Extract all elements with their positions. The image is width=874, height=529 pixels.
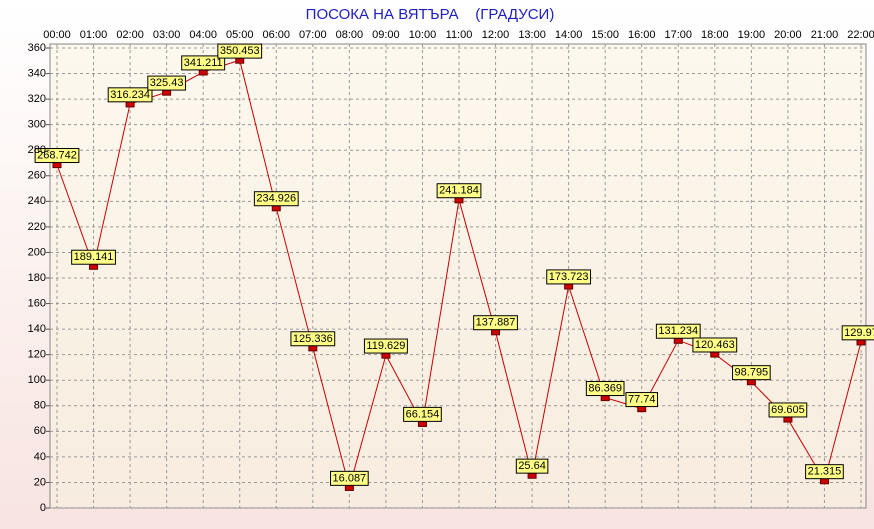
y-tick-label: 220 (28, 221, 46, 233)
data-label-box (217, 43, 263, 59)
y-tick-label: 240 (28, 195, 46, 207)
y-tick-label: 40 (34, 451, 46, 463)
y-tick-label: 80 (34, 400, 46, 412)
data-label: 316.234 (110, 89, 150, 101)
y-tick-label: 260 (28, 170, 46, 182)
data-label-box (841, 325, 874, 341)
x-tick-label: 04:00 (189, 29, 217, 41)
data-label-box (692, 337, 738, 353)
data-label: 325.43 (150, 77, 184, 89)
chart-title: ПОСОКА НА ВЯТЪРА (ГРАДУСИ) (306, 6, 555, 23)
y-tick-label: 0 (40, 502, 46, 514)
data-label: 66.154 (406, 408, 440, 420)
y-tick-label: 20 (34, 476, 46, 488)
x-tick-label: 19:00 (738, 29, 766, 41)
x-tick-label: 10:00 (409, 29, 437, 41)
data-label: 120.463 (695, 339, 735, 351)
y-tick-label: 160 (28, 297, 46, 309)
data-label-box (515, 458, 549, 474)
data-label: 241.184 (439, 185, 479, 197)
data-label-box (473, 315, 518, 331)
data-label-box (805, 464, 844, 480)
data-label-box (655, 323, 701, 339)
data-label-box (436, 183, 482, 199)
data-label: 69.605 (771, 404, 805, 416)
data-label: 173.723 (549, 271, 589, 283)
x-tick-label: 16:00 (628, 29, 656, 41)
data-label: 189.141 (74, 251, 114, 263)
data-label: 137.887 (476, 317, 516, 329)
x-tick-label: 07:00 (299, 29, 327, 41)
data-label: 21.315 (808, 466, 842, 478)
data-label-box (107, 87, 153, 103)
x-tick-label: 02:00 (116, 29, 144, 41)
x-tick-label: 22:00 (847, 29, 874, 41)
data-label-box (34, 148, 80, 164)
data-label: 86.369 (588, 383, 622, 395)
x-tick-label: 18:00 (701, 29, 729, 41)
data-label-box (363, 338, 408, 354)
x-tick-label: 12:00 (482, 29, 510, 41)
data-label: 25.64 (518, 460, 546, 472)
data-label-box (546, 269, 592, 285)
data-label-box (585, 381, 625, 397)
x-tick-label: 21:00 (811, 29, 839, 41)
x-tick-label: 00:00 (43, 29, 71, 41)
y-tick-label: 100 (28, 374, 46, 386)
y-tick-label: 360 (28, 42, 46, 54)
data-label: 268.742 (37, 150, 77, 162)
y-tick-label: 120 (28, 349, 46, 361)
data-label-box (403, 406, 442, 422)
data-label-box (71, 249, 116, 265)
x-tick-label: 09:00 (372, 29, 400, 41)
x-tick-label: 08:00 (336, 29, 364, 41)
data-label-box (768, 402, 808, 418)
y-tick-label: 280 (28, 144, 46, 156)
y-tick-label: 180 (28, 272, 46, 284)
data-label-box (253, 191, 299, 207)
x-tick-label: 17:00 (665, 29, 693, 41)
data-label-box (330, 470, 369, 486)
y-tick-label: 300 (28, 119, 46, 131)
data-label-box (625, 392, 658, 408)
data-label: 350.453 (220, 45, 260, 57)
x-tick-label: 06:00 (263, 29, 291, 41)
x-tick-label: 13:00 (518, 29, 546, 41)
data-label-box (290, 331, 336, 347)
plot-area (49, 43, 867, 509)
x-tick-label: 03:00 (153, 29, 181, 41)
data-label-box (147, 75, 186, 91)
data-label: 125.336 (293, 333, 333, 345)
y-tick-label: 60 (34, 425, 46, 437)
x-tick-label: 05:00 (226, 29, 254, 41)
y-tick-label: 320 (28, 93, 46, 105)
x-tick-label: 20:00 (774, 29, 802, 41)
x-tick-label: 14:00 (555, 29, 583, 41)
data-label: 131.234 (658, 325, 698, 337)
y-tick-label: 340 (28, 67, 46, 79)
data-label: 16.087 (333, 472, 367, 484)
data-label-box (181, 55, 226, 71)
x-tick-label: 15:00 (591, 29, 619, 41)
data-label: 129.97 (844, 327, 874, 339)
x-tick-label: 01:00 (80, 29, 108, 41)
data-label: 234.926 (256, 193, 296, 205)
x-tick-label: 11:00 (446, 29, 473, 41)
y-tick-label: 200 (28, 246, 46, 258)
data-label-box (732, 365, 771, 381)
data-label: 98.795 (735, 367, 769, 379)
data-label: 77.74 (628, 394, 656, 406)
y-tick-label: 140 (28, 323, 46, 335)
data-label: 119.629 (366, 340, 405, 352)
data-label: 341.211 (184, 57, 223, 69)
